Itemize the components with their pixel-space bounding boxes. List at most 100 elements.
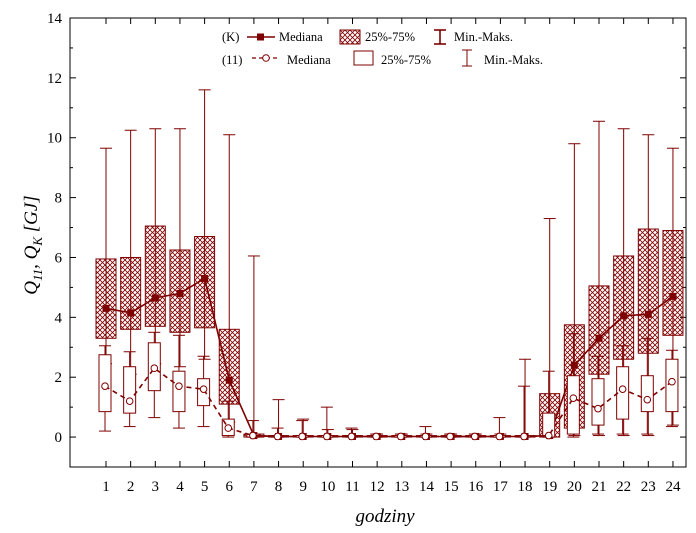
median-point-11-16 xyxy=(470,432,479,441)
plot-frame xyxy=(69,17,687,468)
x-tick-label-12: 12 xyxy=(370,479,385,495)
median-point-11-18 xyxy=(520,432,528,441)
median-point-K-3 xyxy=(151,294,159,302)
y-axis-title-unit: [GJ] xyxy=(21,195,42,237)
x-tick-label-23: 23 xyxy=(641,479,656,495)
y-tick-label-6: 6 xyxy=(55,250,63,266)
box-K-6 xyxy=(218,328,240,405)
median-point-K-2 xyxy=(127,309,135,317)
box-K-5 xyxy=(194,236,216,329)
legend-11-box-swatch xyxy=(353,50,374,66)
median-point-K-6 xyxy=(225,376,233,384)
box-K-23 xyxy=(637,228,659,354)
median-point-K-4 xyxy=(176,289,184,297)
median-point-11-2 xyxy=(125,397,134,405)
y-tick-label-14: 14 xyxy=(47,11,63,27)
median-point-K-21 xyxy=(595,334,603,342)
legend-k-box-swatch xyxy=(339,29,361,45)
x-tick-label-5: 5 xyxy=(201,479,209,495)
median-point-11-12 xyxy=(372,432,380,441)
x-tick-label-3: 3 xyxy=(152,479,160,495)
median-point-11-9 xyxy=(298,432,307,441)
median-line-11 xyxy=(104,367,673,438)
x-tick-label-14: 14 xyxy=(419,479,435,495)
x-tick-label-15: 15 xyxy=(444,479,459,495)
legend-11-median-marker xyxy=(262,54,270,62)
box-11-23 xyxy=(640,375,654,413)
y-axis-title-sub1: 11 xyxy=(30,269,45,281)
median-point-K-5 xyxy=(201,274,209,282)
median-point-11-1 xyxy=(101,382,109,390)
box-11-20 xyxy=(566,375,580,435)
y-tick-label-12: 12 xyxy=(47,71,62,87)
median-point-K-23 xyxy=(644,310,652,318)
y-tick-label-4: 4 xyxy=(55,310,63,326)
median-point-K-20 xyxy=(570,361,578,369)
x-tick-label-7: 7 xyxy=(250,479,258,495)
box-K-2 xyxy=(120,256,142,330)
median-line-K xyxy=(105,277,674,438)
x-tick-label-17: 17 xyxy=(493,479,509,495)
series-11 xyxy=(98,331,679,441)
x-tick-label-21: 21 xyxy=(592,479,607,495)
y-axis-title-q2: Q xyxy=(21,245,42,259)
legend-11-tag: (11) xyxy=(222,53,242,67)
x-tick-label-22: 22 xyxy=(616,479,631,495)
legend-k-median-marker xyxy=(257,33,264,41)
x-tick-label-19: 19 xyxy=(542,479,557,495)
legend-k-range-label: Min.-Maks. xyxy=(454,30,513,44)
x-tick-label-18: 18 xyxy=(518,479,533,495)
x-tick-label-1: 1 xyxy=(102,479,110,495)
x-tick-label-2: 2 xyxy=(127,479,135,495)
y-axis-title-q: Q xyxy=(21,281,42,295)
legend-11-box-label: 25%-75% xyxy=(381,53,431,67)
x-tick-label-4: 4 xyxy=(176,479,184,495)
box-11-21 xyxy=(591,378,605,426)
median-point-11-17 xyxy=(495,432,504,441)
x-tick-label-10: 10 xyxy=(320,479,335,495)
box-K-1 xyxy=(95,258,117,339)
box-K-24 xyxy=(662,230,684,336)
x-tick-label-24: 24 xyxy=(665,479,681,495)
median-point-11-22 xyxy=(618,385,627,393)
x-tick-label-6: 6 xyxy=(226,479,234,495)
median-point-K-22 xyxy=(620,312,628,320)
median-point-11-13 xyxy=(397,432,405,441)
median-point-11-4 xyxy=(175,382,183,390)
median-point-11-15 xyxy=(446,432,454,441)
y-axis-title-sep: , xyxy=(21,259,42,269)
y-axis-title-sub2: K xyxy=(30,236,45,247)
x-tick-label-13: 13 xyxy=(394,479,409,495)
x-tick-label-20: 20 xyxy=(567,479,582,495)
median-point-11-11 xyxy=(347,432,356,441)
median-point-K-1 xyxy=(102,304,110,312)
median-point-11-21 xyxy=(594,404,602,413)
median-point-11-3 xyxy=(150,364,159,373)
median-point-11-5 xyxy=(199,385,208,393)
median-point-11-23 xyxy=(643,395,652,404)
box-11-2 xyxy=(123,366,137,414)
legend-k-box-label: 25%-75% xyxy=(365,30,415,44)
box-11-4 xyxy=(172,370,186,413)
y-axis-title: Q11, QK [GJ] xyxy=(21,195,45,294)
median-point-11-7 xyxy=(249,431,257,440)
y-tick-label-10: 10 xyxy=(47,131,62,147)
legend-k-tag: (K) xyxy=(222,30,239,44)
median-point-11-8 xyxy=(273,432,282,441)
x-tick-label-16: 16 xyxy=(468,479,484,495)
x-tick-label-9: 9 xyxy=(299,479,307,495)
y-tick-label-0: 0 xyxy=(55,430,63,446)
legend-k-median-label: Mediana xyxy=(279,30,323,44)
median-point-11-6 xyxy=(224,424,233,432)
legend-11-range-label: Min.-Maks. xyxy=(484,53,543,67)
median-point-K-24 xyxy=(669,292,677,300)
y-tick-label-8: 8 xyxy=(55,191,63,207)
median-point-11-19 xyxy=(544,431,553,440)
x-tick-label-11: 11 xyxy=(345,479,359,495)
box-K-3 xyxy=(144,225,166,327)
x-axis-title: godziny xyxy=(355,506,415,527)
box-K-22 xyxy=(613,255,635,360)
median-point-11-14 xyxy=(421,432,430,441)
